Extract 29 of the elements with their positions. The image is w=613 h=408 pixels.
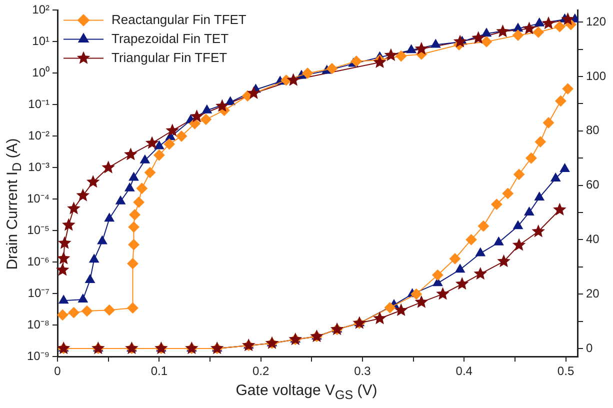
y2-tick-label: 60 xyxy=(586,178,600,192)
y-tick-label: 10⁻⁶ xyxy=(27,254,50,268)
y-tick-label: 10⁻⁸ xyxy=(27,317,50,332)
y-tick-label: 10⁰ xyxy=(32,65,50,80)
y2-tick-label: 0 xyxy=(586,340,593,355)
y2-tick-label: 40 xyxy=(586,232,600,246)
y-tick-label: 10⁻⁹ xyxy=(27,348,50,363)
y-tick-label: 10⁻³ xyxy=(28,160,50,174)
x-tick-label: 0.1 xyxy=(150,364,168,378)
y2-tick-label: 100 xyxy=(586,68,606,83)
legend-label: Trapezoidal Fin TET xyxy=(112,30,229,46)
y2-tick-label: 80 xyxy=(586,123,600,138)
x-tick-label: 0.2 xyxy=(252,364,270,378)
y-tick-label: 10¹ xyxy=(32,34,50,48)
legend-label: Triangular Fin TFET xyxy=(112,50,228,65)
y-tick-label: 10⁻² xyxy=(28,128,50,142)
x-tick-label: 0.3 xyxy=(354,364,372,378)
y-tick-label: 10⁻¹ xyxy=(28,96,50,111)
y-tick-label: 10⁻⁴ xyxy=(26,191,50,206)
x-tick-label: 0 xyxy=(54,364,62,378)
y-tick-label: 10² xyxy=(32,2,50,17)
y2-tick-label: 20 xyxy=(586,286,600,300)
legend-label: Reactangular Fin TFET xyxy=(112,12,246,27)
x-tick-label: 0.4 xyxy=(456,364,473,378)
y2-tick-label: 120 xyxy=(586,14,606,28)
y-tick-label: 10⁻⁵ xyxy=(27,222,50,237)
x-axis-title: Gate voltage V$_{GS}$ (V) xyxy=(234,382,378,402)
x-tick-label: 0.5 xyxy=(557,364,574,378)
y-tick-label: 10⁻⁷ xyxy=(28,286,50,300)
